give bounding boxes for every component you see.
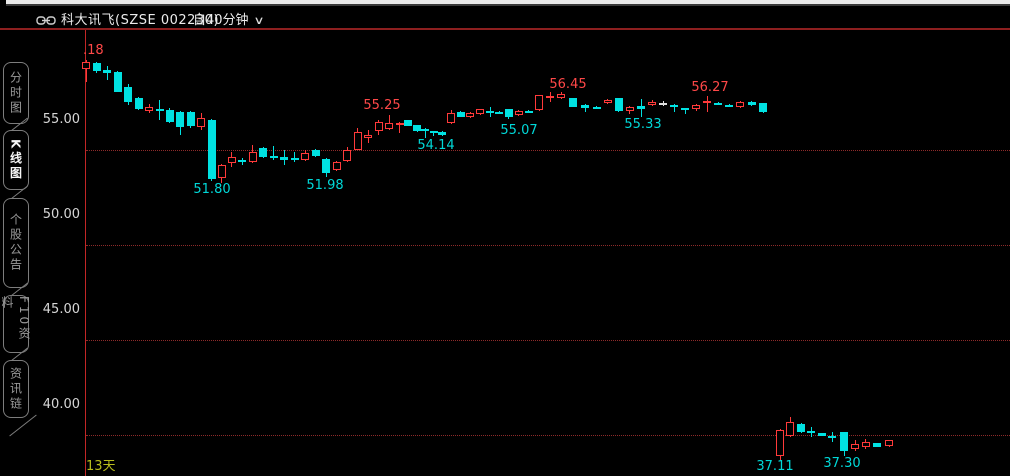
window-top-edge-shadow [6,4,1010,6]
link-icon [36,11,56,25]
y-axis-line [85,30,86,476]
gridline-55 [86,150,1010,151]
tab-kline-chart[interactable]: K线图 [3,130,29,190]
tab-label: 分时图 [8,70,23,116]
chevron-down-icon: ∨ [252,14,265,27]
tab-label: 个股公告 [8,213,23,273]
y-axis-tick-40: 40.00 [42,397,80,412]
tab-label: K线图 [8,138,23,182]
interval-dropdown[interactable]: 自40分钟 ∨ [193,9,265,28]
tab-label: 资讯链 [8,366,23,412]
y-axis-tick-45: 45.00 [42,302,80,317]
tab-stock-announcements[interactable]: 个股公告 [3,198,29,288]
gridline-50 [86,245,1010,246]
y-axis-tick-55: 55.00 [42,112,80,127]
interval-label: 自40分钟 [193,13,249,28]
tab-time-sharing-chart[interactable]: 分时图 [3,62,29,124]
window-top-edge [6,0,1010,4]
y-axis-tick-50: 50.00 [42,207,80,222]
kline-chart-area[interactable] [0,30,1010,476]
tab-label: F10资料 [0,296,31,343]
stock-title: 科大讯飞(SZSE 002230) [61,13,220,28]
chart-top-border [0,28,1010,30]
header-bar: 科大讯飞(SZSE 002230) 自40分钟 ∨ [0,6,1010,28]
tab-f10-data[interactable]: F10资料 [0,295,31,353]
sidebar: 分时图 K线图 个股公告 F10资料 资讯链 [0,30,37,476]
gridline-40 [86,435,1010,436]
gridline-45 [86,340,1010,341]
tab-news-chain[interactable]: 资讯链 [3,360,29,418]
